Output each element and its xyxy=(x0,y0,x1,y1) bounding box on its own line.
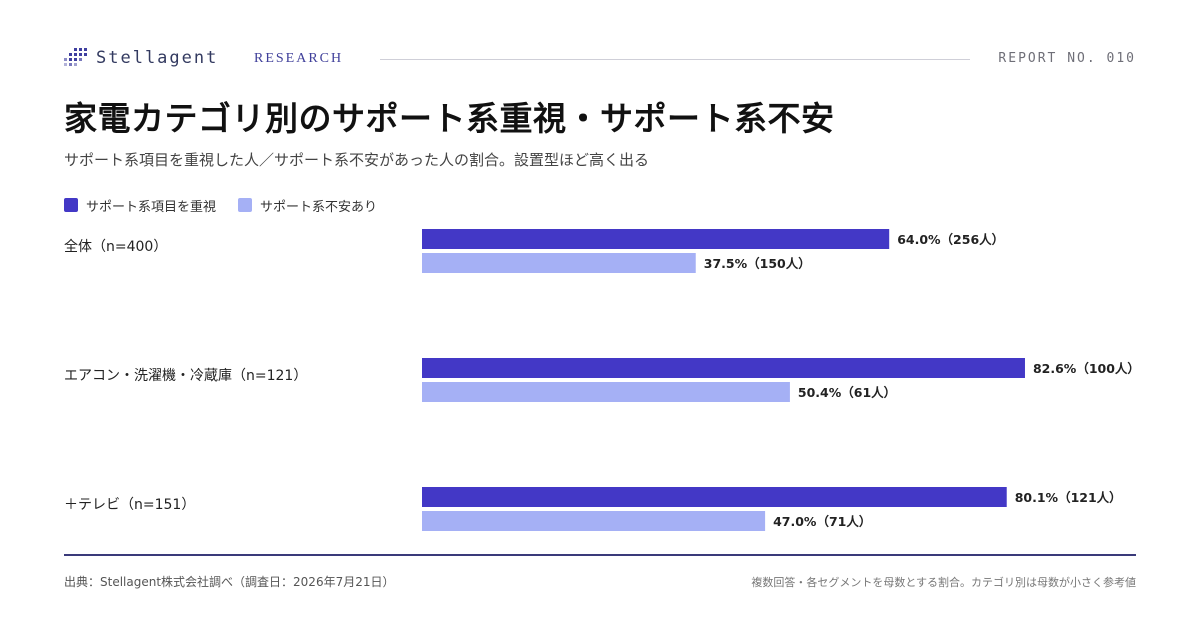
legend-swatch-support-anxiety xyxy=(238,198,253,212)
source-note: 出典：Stellagent株式会社調べ（調査日：2026年7月21日） xyxy=(64,575,395,589)
category-label: エアコン・洗濯機・冷蔵庫（n=121） xyxy=(64,367,307,384)
chart-legend: サポート系項目を重視 サポート系不安あり xyxy=(64,196,399,215)
data-label: 80.1%（121人） xyxy=(1015,490,1122,505)
data-label: 37.5%（150人） xyxy=(704,256,811,271)
legend-swatch-support-priority xyxy=(64,198,78,212)
report-number: REPORT NO. 010 xyxy=(998,51,1136,66)
bar-support-anxiety xyxy=(422,253,696,273)
section-label: RESEARCH xyxy=(254,51,344,66)
bar-support-anxiety xyxy=(422,511,766,531)
category-label: ＋テレビ（n=151） xyxy=(64,497,195,513)
stellagent-logo-icon xyxy=(64,48,87,66)
legend-label-support-priority: サポート系項目を重視 xyxy=(86,199,217,215)
data-label: 64.0%（256人） xyxy=(897,232,1004,247)
legend-item-support-anxiety: サポート系不安あり xyxy=(238,196,377,215)
data-label: 82.6%（100人） xyxy=(1033,361,1140,376)
footer-divider xyxy=(64,554,1136,556)
bar-support-anxiety xyxy=(422,382,790,402)
chart-title: 家電カテゴリ別のサポート系重視・サポート系不安 xyxy=(64,99,835,138)
chart-subtitle: サポート系項目を重視した人／サポート系不安があった人の割合。設置型ほど高く出る xyxy=(64,151,650,169)
bar-support-priority xyxy=(422,229,890,249)
brand-name: Stellagent xyxy=(96,48,219,68)
methodology-note: 複数回答・各セグメントを母数とする割合。カテゴリ別は母数が小さく参考値 xyxy=(751,576,1136,589)
data-label: 50.4%（61人） xyxy=(798,385,896,400)
header-divider xyxy=(380,59,970,60)
bar-support-priority xyxy=(422,487,1007,507)
report-header: Stellagent RESEARCH REPORT NO. 010 xyxy=(64,44,1136,74)
data-label: 47.0%（71人） xyxy=(773,514,871,529)
legend-label-support-anxiety: サポート系不安あり xyxy=(260,199,378,215)
category-label: 全体（n=400） xyxy=(64,238,167,255)
legend-item-support-priority: サポート系項目を重視 xyxy=(64,196,216,215)
bar-support-priority xyxy=(422,358,1025,378)
